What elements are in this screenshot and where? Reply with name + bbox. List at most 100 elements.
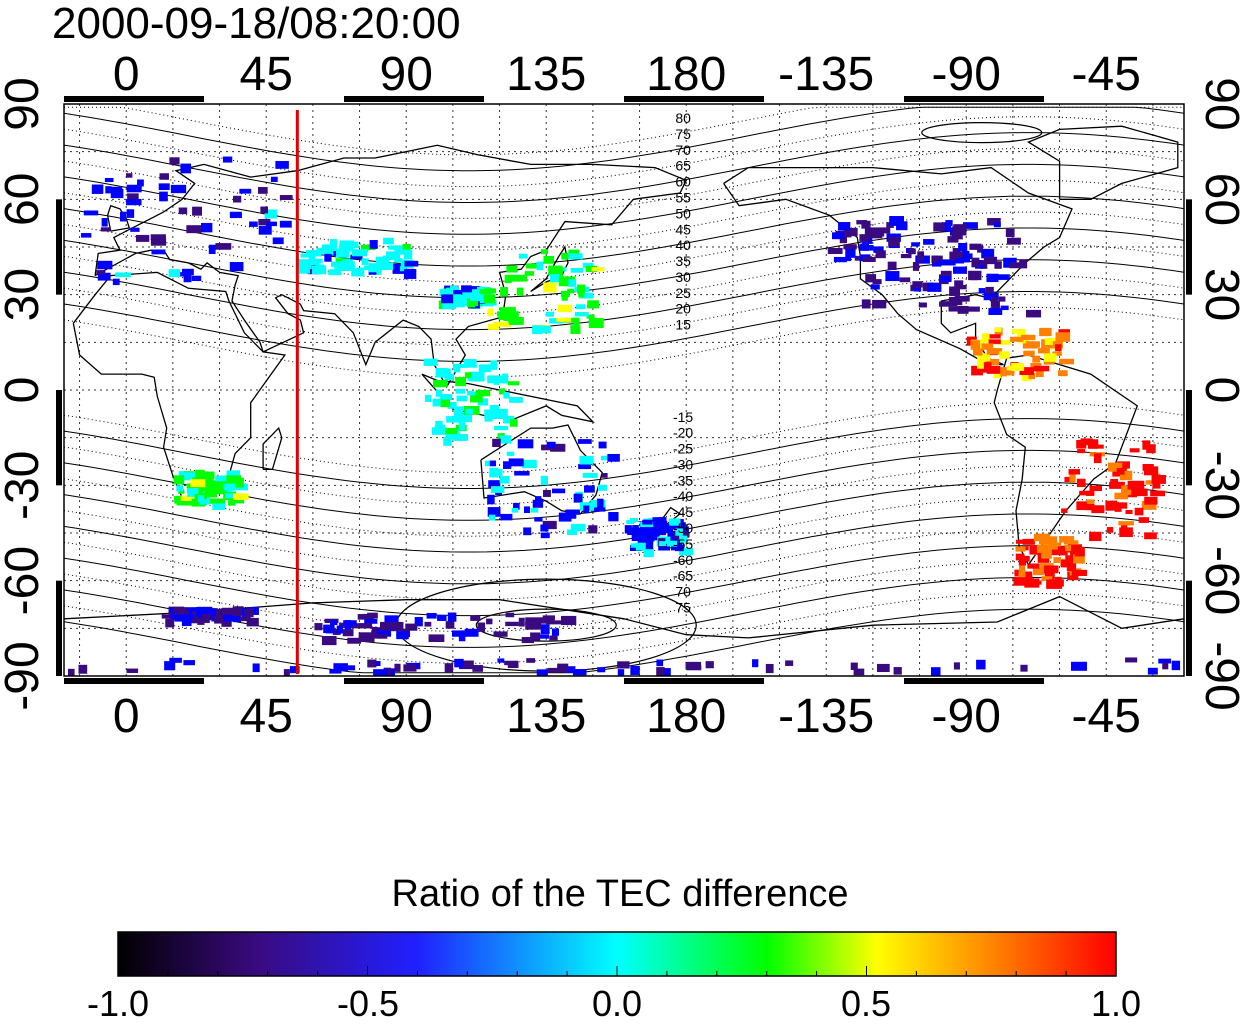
tec-patch <box>190 479 206 488</box>
tec-patch <box>1145 480 1152 485</box>
tec-patch <box>126 198 142 206</box>
tec-patch <box>177 475 193 481</box>
tec-patch <box>394 247 408 255</box>
tec-patch <box>252 663 260 673</box>
tec-patch <box>120 211 127 222</box>
tec-patch <box>505 612 515 618</box>
tec-patch <box>1061 508 1068 513</box>
tec-patch <box>451 630 467 637</box>
tec-patch <box>640 536 655 542</box>
tec-patch <box>1079 490 1087 496</box>
tec-patch <box>567 288 575 294</box>
tec-patch <box>872 279 882 285</box>
tec-patch <box>785 660 794 666</box>
tec-patch <box>1028 372 1036 380</box>
tec-patch <box>530 632 541 641</box>
tec-patch <box>1125 509 1133 515</box>
x-tick-label-top: -90 <box>932 48 1001 101</box>
tec-patch <box>1110 478 1119 486</box>
tec-patch <box>1007 365 1014 370</box>
tec-patch <box>521 459 537 469</box>
tec-patch <box>1069 473 1076 483</box>
tec-patch <box>498 388 506 395</box>
contour-label: -30 <box>673 456 693 472</box>
tec-patch <box>1076 501 1092 511</box>
tec-patch <box>503 461 512 469</box>
tec-patch <box>545 620 562 625</box>
tec-patch <box>375 256 390 265</box>
tec-patch <box>181 618 192 627</box>
tec-patch <box>865 274 877 283</box>
tec-patch <box>308 254 316 262</box>
tec-patch <box>1151 475 1166 484</box>
tec-patch <box>536 669 548 676</box>
tec-patch <box>1144 496 1158 505</box>
tec-patch <box>445 429 460 440</box>
tec-patch <box>454 658 464 668</box>
tec-patch <box>492 438 501 448</box>
tec-patch <box>1033 365 1050 372</box>
tec-patch <box>918 302 927 308</box>
contour-line <box>64 481 1184 553</box>
tec-patch <box>573 493 583 503</box>
coastline-uk <box>106 204 131 232</box>
tec-patch <box>659 668 671 676</box>
tec-patch <box>335 248 350 258</box>
tec-patch <box>403 249 413 260</box>
tec-patch <box>468 297 479 307</box>
tec-patch <box>591 267 605 272</box>
tec-patch <box>1024 578 1040 588</box>
frame-bar <box>56 390 62 486</box>
tec-patch <box>266 221 277 227</box>
contour-label: 50 <box>675 205 691 221</box>
x-tick-label-top: -135 <box>778 48 874 101</box>
tec-patch <box>204 487 217 498</box>
tec-patch <box>952 229 967 236</box>
tec-patch <box>1057 370 1068 377</box>
tec-patch <box>917 251 925 261</box>
tec-patch <box>1009 262 1023 269</box>
tec-patch <box>216 614 224 623</box>
tec-patch <box>1055 332 1071 342</box>
contour-line <box>64 418 1184 489</box>
tec-patch <box>1134 507 1144 516</box>
frame-bar <box>1186 390 1192 486</box>
tec-patch <box>347 637 362 644</box>
tec-patch <box>578 292 594 299</box>
tec-patch <box>204 480 218 487</box>
tec-patch <box>203 471 215 480</box>
tec-patch <box>679 526 689 534</box>
tec-patch <box>977 353 991 362</box>
tec-patch <box>983 292 999 301</box>
tec-patch <box>373 669 389 676</box>
tec-patch <box>1077 449 1086 454</box>
tec-patch <box>517 439 534 449</box>
tec-patch <box>1068 469 1081 475</box>
tec-patch <box>101 218 108 227</box>
tec-patch <box>197 495 205 502</box>
tec-patch <box>1006 237 1021 245</box>
tec-patch <box>1027 563 1040 569</box>
tec-patch <box>652 535 660 541</box>
tec-patch <box>645 541 654 550</box>
map-frame <box>63 103 1185 677</box>
tec-patch <box>1114 492 1129 500</box>
colorbar-tick-label: -1.0 <box>86 983 150 1024</box>
tec-patch <box>658 545 671 551</box>
tec-patch <box>223 483 236 491</box>
tec-patch <box>178 207 188 215</box>
x-tick-label-top: 135 <box>506 48 586 101</box>
tec-patch <box>221 618 232 627</box>
y-tick-label-right: 90 <box>1195 77 1240 130</box>
tec-patch <box>161 614 173 619</box>
tec-patch <box>986 273 999 283</box>
tec-patch <box>454 364 461 373</box>
colorbar-tick-marks <box>117 966 1117 976</box>
contour-label: 55 <box>675 190 691 206</box>
tec-patch <box>994 274 1010 280</box>
tec-patch <box>570 523 586 532</box>
tec-patch <box>507 381 520 386</box>
tec-patch <box>572 317 580 326</box>
tec-patch <box>439 288 448 297</box>
